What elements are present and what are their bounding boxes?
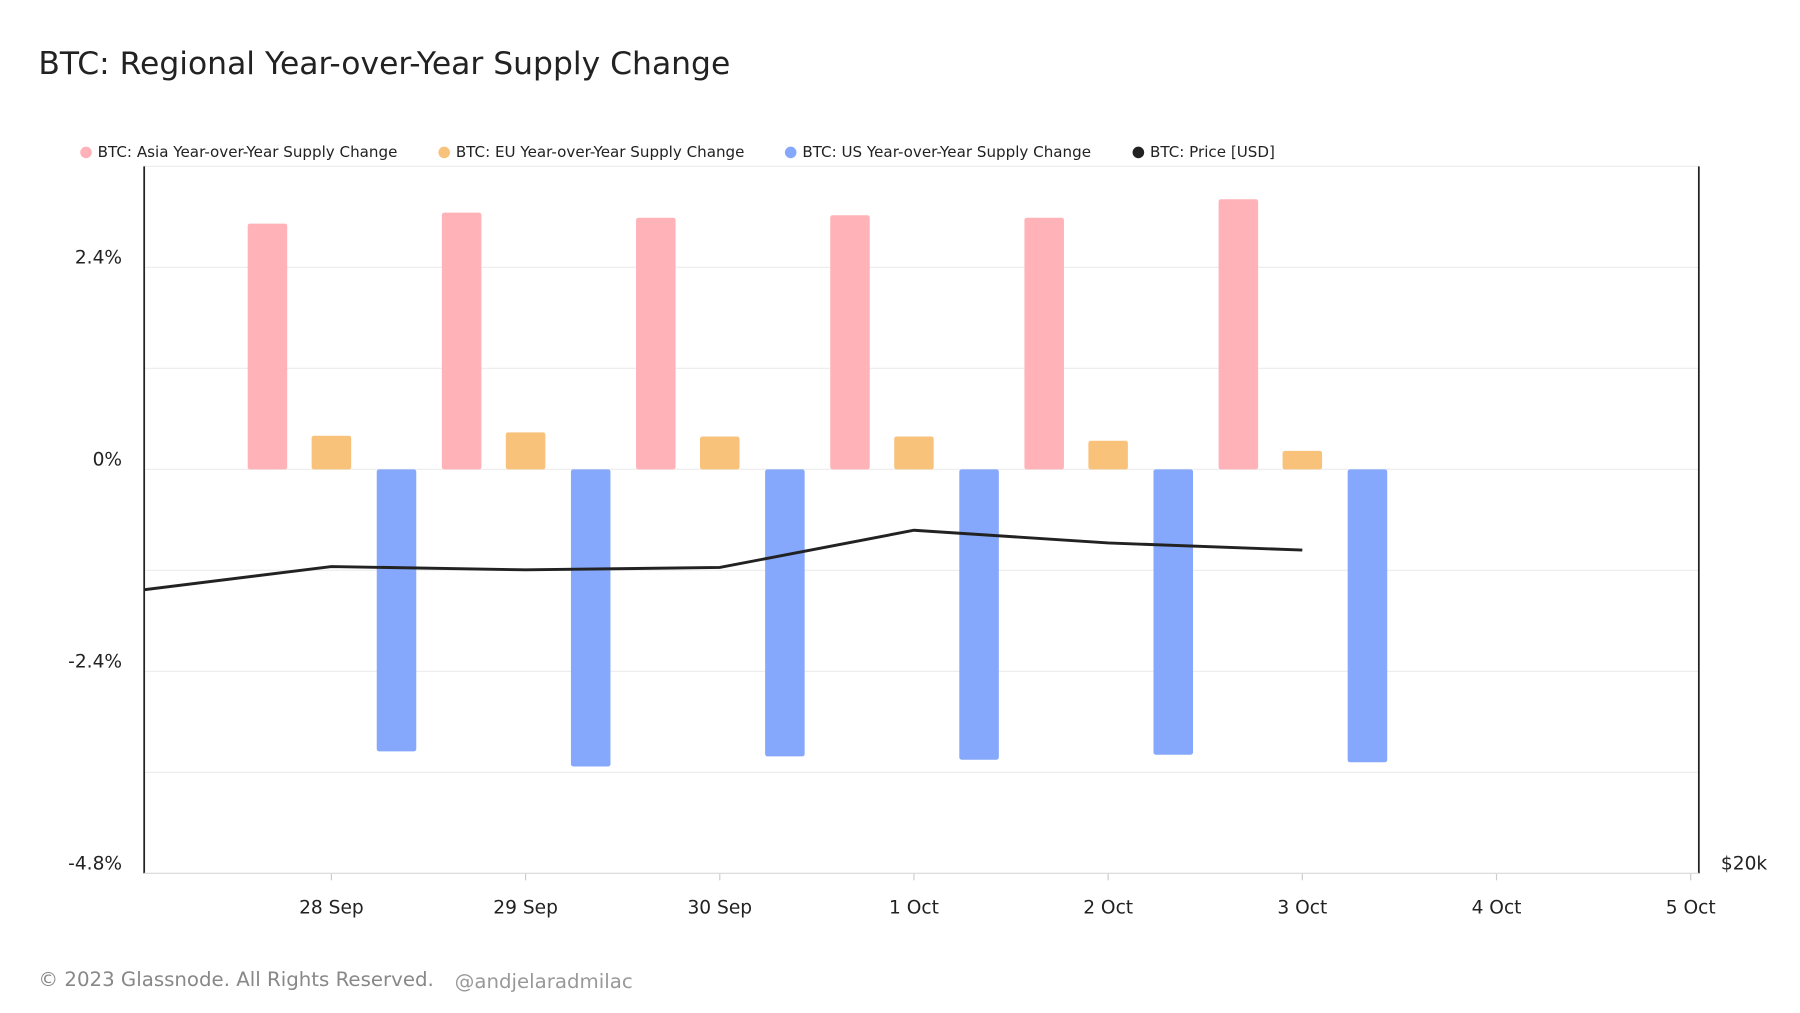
bar: [247, 223, 288, 470]
bar: [1347, 469, 1388, 763]
bar: [894, 436, 934, 470]
legend-marker: [438, 146, 450, 159]
bar: [830, 215, 870, 470]
x-tick-label: 3 Oct: [1277, 898, 1327, 919]
x-tick-label: 28 Sep: [299, 898, 364, 919]
y-tick-label: -4.8%: [68, 854, 122, 875]
bar: [636, 217, 676, 470]
y2-tick-label: $20k: [1721, 854, 1767, 875]
x-tick-label: 1 Oct: [889, 898, 939, 919]
chart-title: BTC: Regional Year-over-Year Supply Chan…: [38, 46, 730, 82]
x-tick-label: 29 Sep: [493, 898, 558, 919]
x-tick-label: 30 Sep: [687, 898, 752, 919]
legend-marker: [80, 146, 92, 159]
bar: [1218, 199, 1259, 470]
y-tick-label: -2.4%: [68, 652, 122, 673]
y-tick-label: 0%: [93, 450, 123, 471]
legend-label: BTC: US Year-over-Year Supply Change: [802, 143, 1091, 161]
watermark: @andjelaradmilac: [455, 970, 633, 993]
bar: [1088, 440, 1128, 470]
bar: [765, 469, 805, 757]
legend-label: BTC: Asia Year-over-Year Supply Change: [98, 143, 398, 161]
legend-label: BTC: EU Year-over-Year Supply Change: [456, 143, 745, 161]
bar: [1024, 217, 1064, 470]
bar: [1282, 450, 1323, 470]
bar: [505, 432, 546, 470]
x-tick-label: 4 Oct: [1472, 898, 1522, 919]
bar: [441, 212, 482, 470]
legend-marker: [1132, 146, 1145, 159]
bar: [700, 436, 740, 470]
price-line: [144, 528, 1303, 592]
bar: [311, 435, 352, 470]
legend-marker: [784, 146, 797, 159]
legend-label: BTC: Price [USD]: [1150, 143, 1275, 161]
bar: [376, 469, 417, 752]
bar: [1153, 469, 1194, 755]
footer: © 2023 Glassnode. All Rights Reserved.: [38, 968, 433, 991]
x-tick-label: 2 Oct: [1083, 898, 1133, 919]
y-tick-label: 2.4%: [75, 248, 122, 269]
bar: [959, 469, 999, 760]
bar: [570, 469, 611, 767]
x-tick-label: 5 Oct: [1666, 898, 1716, 919]
